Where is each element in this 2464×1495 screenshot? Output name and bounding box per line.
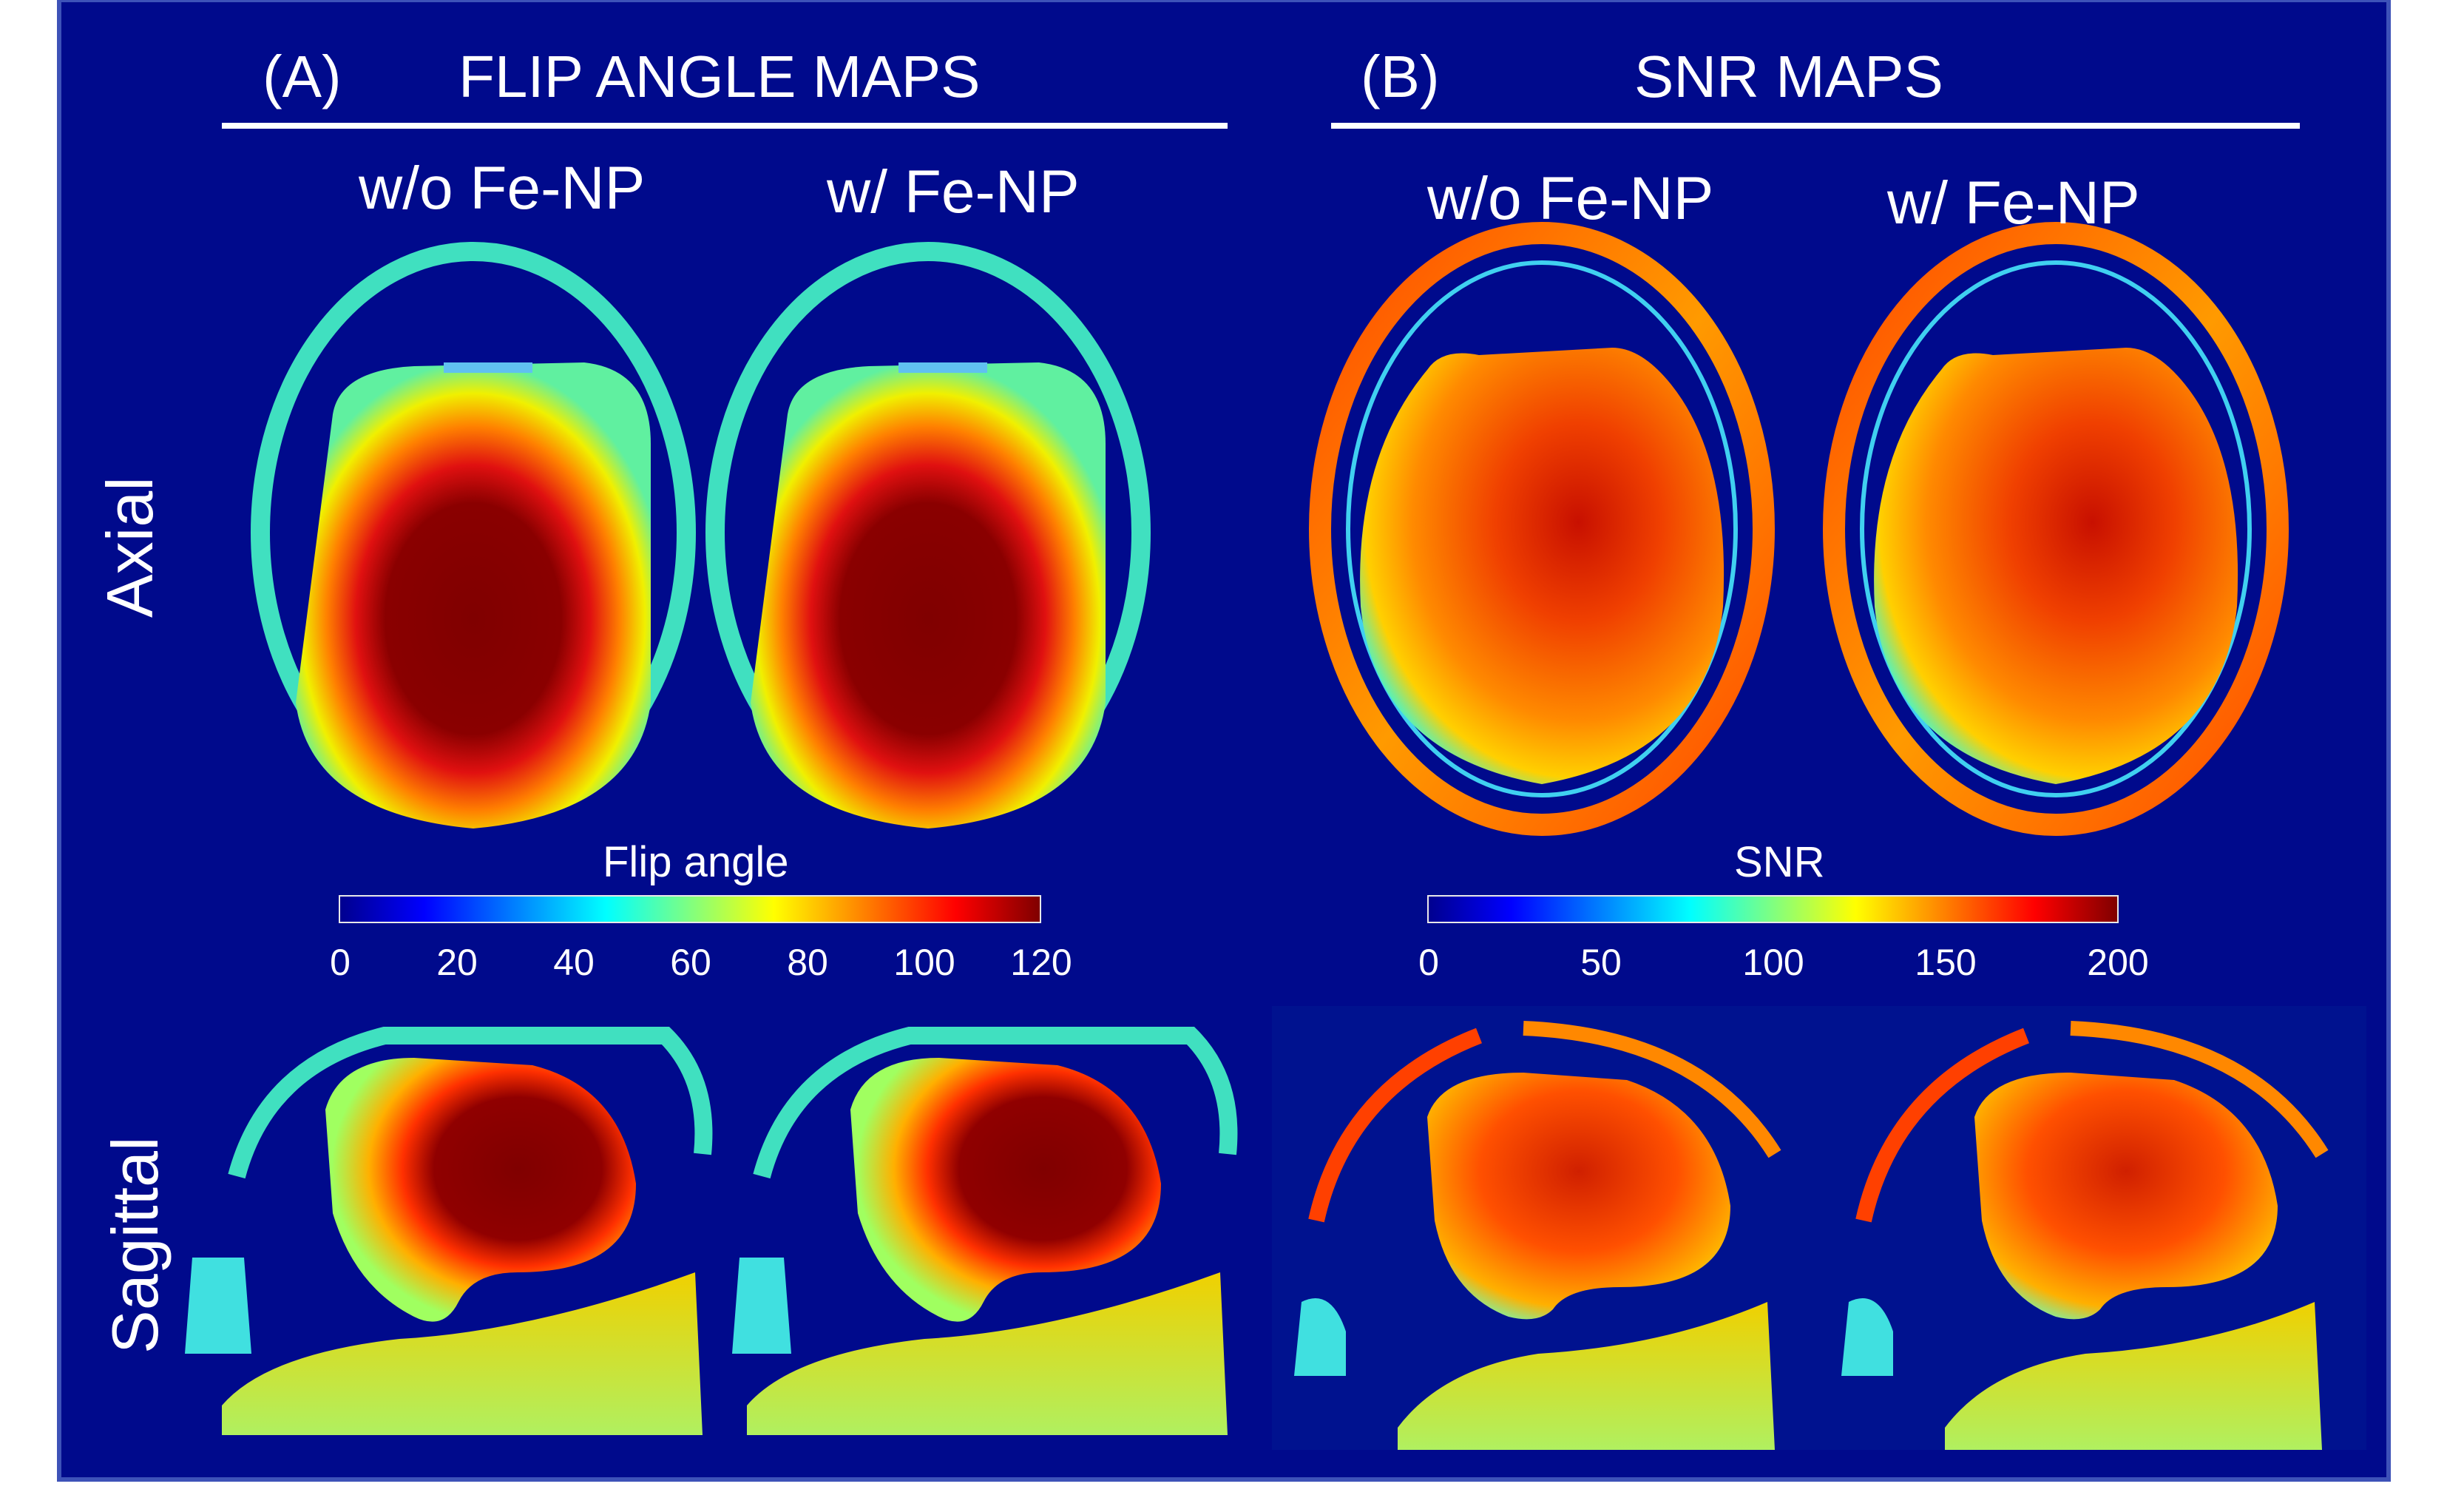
panel-a-rule bbox=[222, 123, 1228, 129]
snr-axial-without bbox=[1309, 222, 1775, 836]
panel-a-letter: (A) bbox=[263, 44, 342, 109]
snr-sagittal-with bbox=[1841, 1021, 2329, 1450]
snr-tick-200: 200 bbox=[2087, 942, 2149, 983]
row-label-sagittal: Sagittal bbox=[98, 1136, 172, 1354]
snr-tick-100: 100 bbox=[1742, 942, 1804, 983]
panel-a-title: FLIP ANGLE MAPS bbox=[458, 44, 981, 109]
flip-tick-40: 40 bbox=[553, 942, 595, 983]
snr-colorbar-label: SNR bbox=[1734, 838, 1825, 886]
frame-border bbox=[57, 0, 2391, 1482]
col-header-flip-without: w/o Fe-NP bbox=[359, 155, 646, 222]
snr-axial-with bbox=[1823, 222, 2289, 836]
flip-tick-0: 0 bbox=[330, 942, 351, 983]
flip-tick-60: 60 bbox=[670, 942, 711, 983]
row-label-axial: Axial bbox=[93, 476, 166, 618]
panel-b-letter: (B) bbox=[1361, 44, 1440, 109]
col-header-snr-without: w/o Fe-NP bbox=[1427, 165, 1714, 232]
flip-axial-with bbox=[705, 242, 1151, 829]
flip-sagittal-without bbox=[185, 1027, 713, 1435]
flip-tick-80: 80 bbox=[787, 942, 828, 983]
snr-sagittal-without bbox=[1294, 1021, 1781, 1450]
col-header-flip-with: w/ Fe-NP bbox=[827, 158, 1080, 226]
snr-tick-0: 0 bbox=[1418, 942, 1439, 983]
flip-axial-without bbox=[251, 242, 696, 829]
snr-colorbar bbox=[1427, 895, 2119, 923]
flip-tick-100: 100 bbox=[893, 942, 955, 983]
panel-b-rule bbox=[1331, 123, 2300, 129]
flip-colorbar bbox=[339, 895, 1041, 923]
flip-colorbar-label: Flip angle bbox=[603, 838, 789, 886]
flip-tick-20: 20 bbox=[436, 942, 478, 983]
flip-tick-120: 120 bbox=[1010, 942, 1072, 983]
panel-b-title: SNR MAPS bbox=[1634, 44, 1943, 109]
snr-tick-150: 150 bbox=[1915, 942, 1977, 983]
snr-tick-50: 50 bbox=[1580, 942, 1622, 983]
flip-sagittal-with bbox=[732, 1027, 1238, 1435]
col-header-snr-with: w/ Fe-NP bbox=[1887, 169, 2140, 237]
